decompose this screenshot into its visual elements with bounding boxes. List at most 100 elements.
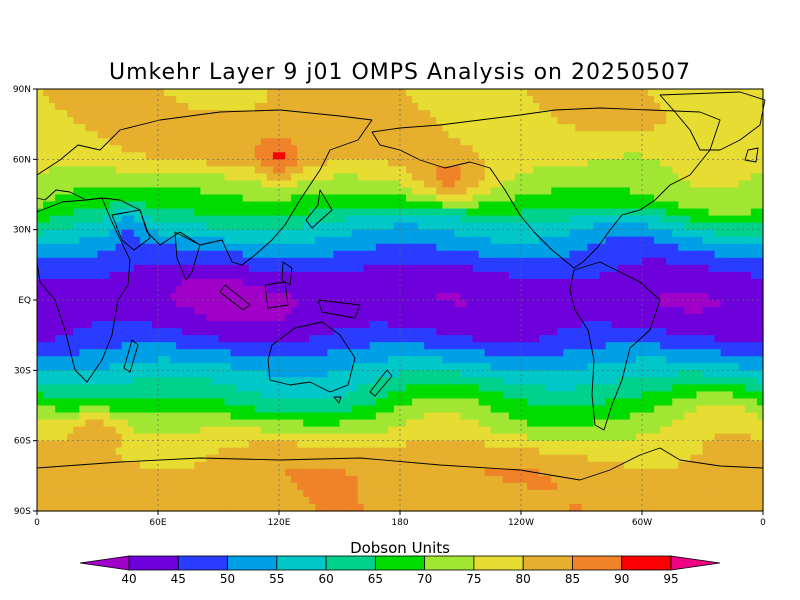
field-cell	[744, 152, 752, 160]
field-cell	[581, 124, 589, 132]
field-cell	[387, 110, 395, 118]
field-cell	[418, 110, 425, 118]
field-cell	[266, 377, 274, 385]
field-cell	[285, 103, 292, 111]
field-cell	[272, 278, 280, 287]
field-cell	[351, 138, 359, 146]
field-cell	[436, 208, 443, 217]
field-cell	[460, 208, 468, 217]
field-cell	[43, 173, 50, 182]
field-cell	[575, 103, 583, 111]
field-cell	[472, 187, 480, 196]
field-cell	[654, 229, 661, 238]
field-cell	[442, 110, 449, 118]
field-cell	[133, 363, 141, 371]
field-cell	[642, 103, 649, 111]
field-cell	[115, 145, 123, 153]
field-cell	[297, 349, 304, 357]
field-cell	[145, 307, 153, 315]
field-cell	[345, 173, 353, 182]
field-cell	[708, 180, 716, 189]
field-cell	[575, 159, 583, 167]
field-cell	[738, 215, 746, 224]
field-cell	[248, 103, 256, 111]
field-cell	[672, 300, 679, 308]
field-cell	[176, 166, 183, 174]
field-cell	[508, 335, 516, 343]
field-cell	[224, 222, 232, 231]
field-cell	[496, 342, 504, 350]
field-cell	[478, 314, 486, 322]
field-cell	[527, 300, 534, 308]
field-cell	[230, 173, 238, 182]
field-cell	[472, 138, 480, 146]
field-cell	[194, 264, 201, 273]
field-cell	[714, 264, 722, 273]
field-cell	[605, 271, 613, 280]
field-cell	[484, 342, 492, 350]
field-cell	[321, 166, 328, 174]
field-cell	[684, 285, 691, 294]
field-cell	[139, 89, 147, 97]
field-cell	[690, 370, 698, 378]
field-cell	[708, 159, 716, 167]
field-cell	[339, 250, 347, 259]
field-cell	[369, 278, 377, 287]
field-cell	[744, 356, 752, 364]
field-cell	[744, 363, 752, 371]
field-cell	[629, 222, 637, 231]
field-cell	[490, 166, 498, 174]
field-cell	[291, 314, 298, 322]
field-cell	[248, 264, 256, 273]
field-cell	[623, 363, 631, 371]
field-cell	[212, 187, 220, 196]
field-cell	[527, 257, 534, 266]
field-cell	[593, 89, 601, 97]
field-cell	[79, 285, 86, 294]
field-cell	[279, 110, 286, 118]
field-cell	[490, 271, 498, 280]
field-cell	[194, 180, 201, 189]
field-cell	[164, 349, 171, 357]
field-cell	[629, 131, 637, 139]
field-cell	[127, 131, 135, 139]
field-cell	[412, 257, 419, 266]
field-cell	[654, 124, 661, 132]
field-cell	[527, 152, 534, 160]
field-cell	[200, 236, 207, 245]
field-cell	[460, 335, 468, 343]
field-cell	[418, 96, 425, 104]
field-cell	[279, 377, 286, 385]
field-cell	[545, 300, 552, 308]
field-cell	[732, 349, 740, 357]
field-cell	[182, 356, 189, 364]
field-cell	[309, 278, 316, 287]
field-cell	[684, 236, 691, 245]
field-cell	[97, 349, 105, 357]
field-cell	[61, 110, 68, 118]
field-cell	[351, 124, 359, 132]
field-cell	[333, 335, 341, 343]
field-cell	[460, 187, 468, 196]
field-cell	[726, 131, 734, 139]
field-cell	[514, 194, 522, 203]
field-cell	[139, 229, 147, 238]
field-cell	[617, 201, 625, 210]
field-cell	[127, 187, 135, 196]
field-cell	[327, 103, 335, 111]
field-cell	[599, 201, 607, 210]
field-cell	[91, 257, 99, 266]
field-cell	[496, 152, 504, 160]
field-cell	[248, 145, 256, 153]
field-cell	[406, 159, 413, 167]
field-cell	[230, 110, 238, 118]
field-cell	[412, 208, 419, 217]
field-cell	[43, 222, 50, 231]
field-cell	[49, 264, 56, 273]
field-cell	[563, 349, 570, 357]
field-cell	[508, 229, 516, 238]
field-cell	[109, 250, 117, 259]
field-cell	[387, 335, 395, 343]
field-cell	[563, 117, 570, 125]
field-cell	[61, 271, 68, 280]
